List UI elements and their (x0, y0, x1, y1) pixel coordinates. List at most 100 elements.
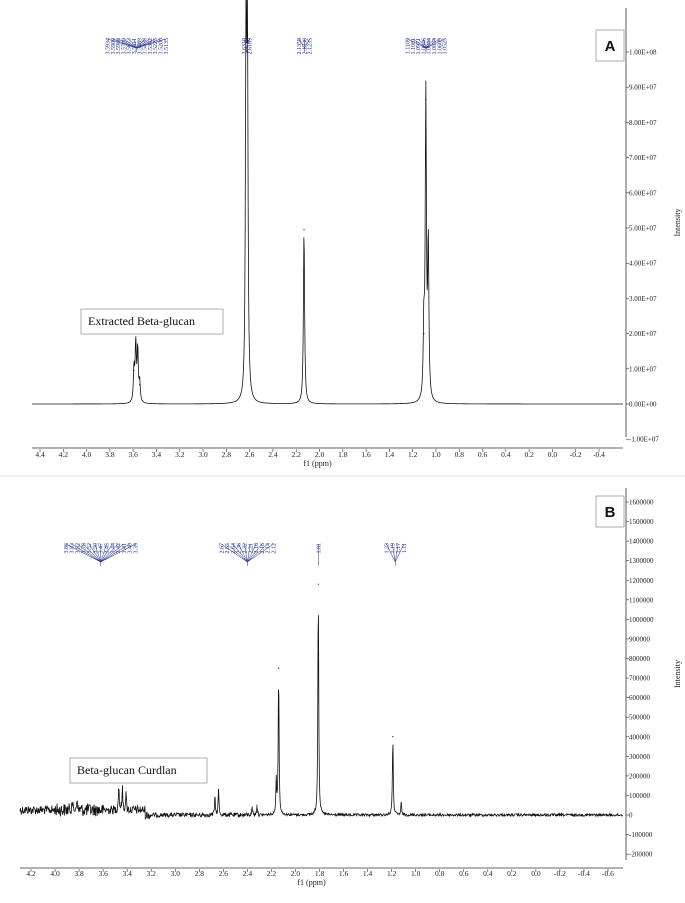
peak-shift-label: 3.47 (99, 543, 105, 554)
sample-caption: Extracted Beta-glucan (88, 314, 195, 328)
y-axis-label: Intensity (673, 660, 682, 688)
y-tick-label: 4.00E+07 (629, 260, 657, 268)
peak-connector (244, 543, 248, 563)
peak-apex (392, 736, 394, 738)
x-tick-label: 4.2 (59, 450, 69, 459)
x-tick-label: 3.0 (198, 450, 208, 459)
peak-shift-label: 2.18 (254, 543, 260, 554)
x-tick-label: 1.4 (363, 869, 373, 878)
peak-connector (221, 543, 248, 563)
peak-connector (128, 38, 137, 49)
peak-shift-label: 3.42 (116, 543, 122, 554)
x-tick-label: -0.2 (570, 450, 582, 459)
y-tick-label: 8.00E+07 (629, 119, 657, 127)
y-tick-label: 1100000 (629, 596, 654, 604)
peak-connector (136, 38, 151, 49)
peak-shift-label: 2.36 (237, 543, 243, 554)
peak-connector (94, 543, 101, 563)
peak-apex (256, 804, 258, 806)
panel-label-box (595, 29, 625, 62)
y-tick-label: 800000 (629, 655, 651, 663)
x-tick-label: -0.6 (602, 869, 614, 878)
y-tick-label: 6.00E+07 (629, 189, 657, 197)
peak-connector (88, 543, 101, 563)
peak-connector (392, 543, 396, 563)
peak-shift-label: 2.32 (242, 543, 248, 554)
peak-shift-label: 2.65 (225, 543, 231, 554)
peak-connector (100, 543, 107, 563)
x-tick-label: 2.0 (291, 869, 301, 878)
peak-apex (400, 802, 402, 804)
x-tick-label: 1.2 (387, 869, 397, 878)
peak-shift-label: 2.6310 (242, 38, 248, 55)
x-tick-label: 0.2 (524, 450, 534, 459)
peak-connector (65, 543, 101, 563)
peak-shift-label: 3.82 (76, 543, 82, 554)
peak-connector (386, 543, 396, 563)
peak-shift-label: 1.23 (385, 543, 391, 554)
peak-shift-label: 1.17 (396, 543, 402, 554)
peak-shift-label: 2.6189 (247, 38, 253, 55)
y-tick-label: 5.00E+07 (629, 225, 657, 233)
peak-connector (425, 38, 440, 49)
peak-apex (121, 792, 123, 795)
peak-connector (136, 38, 166, 49)
peak-shift-label: 2.64 (231, 543, 237, 554)
peak-shift-label: 3.41 (122, 543, 128, 554)
peak-apex (214, 796, 216, 798)
x-tick-label: 4.0 (50, 869, 60, 878)
peak-shift-label: 1.1081 (411, 38, 417, 55)
x-tick-label: 4.0 (82, 450, 92, 459)
peak-shift-label: 3.5611 (132, 38, 138, 54)
peak-connector (246, 38, 250, 49)
x-tick-label: 0.0 (548, 450, 558, 459)
spectrum-trace (19, 615, 624, 820)
x-tick-label: 2.6 (219, 869, 229, 878)
y-tick-label: 7.00E+07 (629, 154, 657, 162)
peak-apex (137, 350, 139, 352)
peak-shift-label: 1.0525 (443, 38, 449, 55)
y-tick-label: 1.00E+07 (629, 365, 657, 373)
peak-connector (247, 543, 274, 563)
x-tick-label: 1.0 (431, 450, 441, 459)
peak-apex (278, 667, 280, 669)
peak-connector (298, 38, 305, 49)
y-tick-label: 2.00E+07 (629, 330, 657, 338)
panel-label-box (595, 495, 625, 528)
peak-shift-label: 1.1109 (406, 38, 412, 54)
peak-shift-label: 3.44 (110, 543, 116, 554)
peak-shift-label: 3.40 (128, 543, 134, 554)
y-tick-label: 1600000 (629, 499, 654, 507)
peak-shift-label: 1.0971 (416, 38, 422, 55)
peak-connector (417, 38, 427, 49)
y-tick-label: 100000 (629, 792, 651, 800)
peak-shift-label: 2.67 (219, 543, 225, 554)
sample-caption-box (69, 757, 208, 784)
x-tick-label: 3.4 (122, 869, 132, 878)
panel-label: A (605, 38, 616, 55)
peak-connector (412, 38, 427, 49)
x-axis-label: f1 (ppm) (297, 878, 326, 887)
peak-shift-label: 3.5673 (127, 38, 133, 55)
y-tick-label: 300000 (629, 753, 651, 761)
peak-shift-label: 3.5135 (164, 38, 170, 55)
peak-connector (136, 38, 145, 49)
x-tick-label: 3.6 (128, 450, 138, 459)
peak-apex (246, 51, 249, 53)
y-tick-label: 1500000 (629, 518, 654, 526)
x-tick-label: 1.8 (338, 450, 348, 459)
peak-apex (135, 345, 137, 347)
peak-shift-label: 1.81 (316, 543, 322, 554)
peak-apex (76, 802, 78, 804)
peak-connector (100, 543, 136, 563)
sample-caption-box (80, 308, 224, 335)
peak-connector (394, 543, 399, 563)
y-tick-label: 1400000 (629, 538, 654, 546)
x-tick-label: 1.6 (361, 450, 371, 459)
peak-shift-label: 3.5934 (106, 38, 112, 55)
peak-connector (77, 543, 101, 563)
peak-shift-label: 3.52 (87, 543, 93, 554)
y-tick-label: 3.00E+07 (629, 295, 657, 303)
x-tick-label: -0.4 (578, 869, 590, 878)
x-tick-label: 2.2 (267, 869, 277, 878)
